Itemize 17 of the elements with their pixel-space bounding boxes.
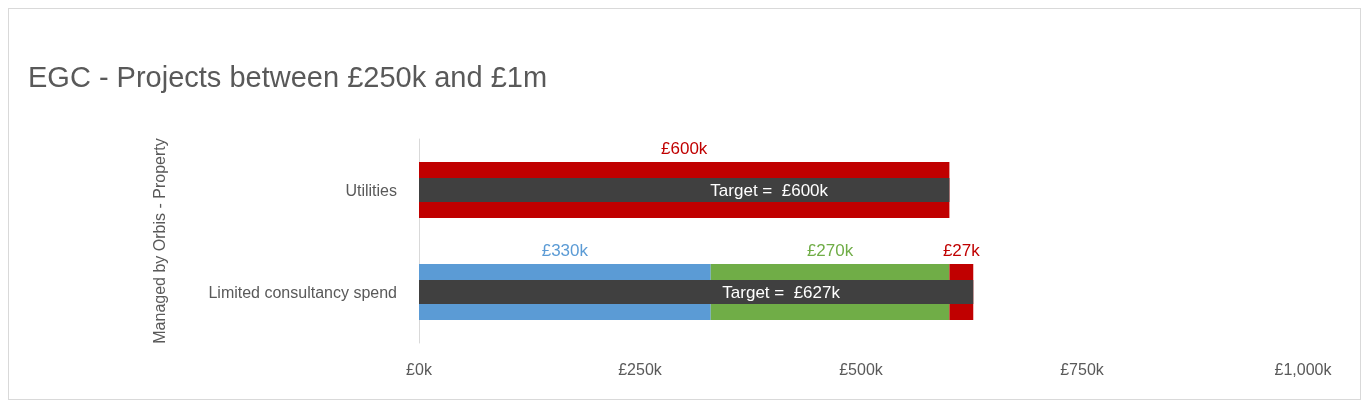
x-tick-label: £0k — [406, 360, 433, 378]
chart-title: EGC - Projects between £250k and £1m — [28, 60, 548, 93]
data-label: Target = £600k — [710, 180, 829, 200]
y-tick-label: Limited consultancy spend — [208, 283, 397, 301]
data-label: £330k — [541, 241, 589, 260]
data-label: £27k — [942, 241, 981, 260]
data-label: £270k — [806, 241, 854, 260]
x-tick-label: £1,000k — [1274, 360, 1333, 378]
x-tick-label: £250k — [618, 360, 663, 378]
data-label: Target = £627k — [722, 282, 841, 302]
data-label: £600k — [661, 139, 708, 158]
x-tick-label: £750k — [1060, 360, 1105, 378]
x-tick-label: £500k — [839, 360, 884, 378]
bar — [419, 178, 950, 202]
y-axis-title: Managed by Orbis - Property — [150, 138, 168, 344]
bar — [419, 280, 974, 304]
y-tick-label: Utilities — [345, 181, 397, 199]
